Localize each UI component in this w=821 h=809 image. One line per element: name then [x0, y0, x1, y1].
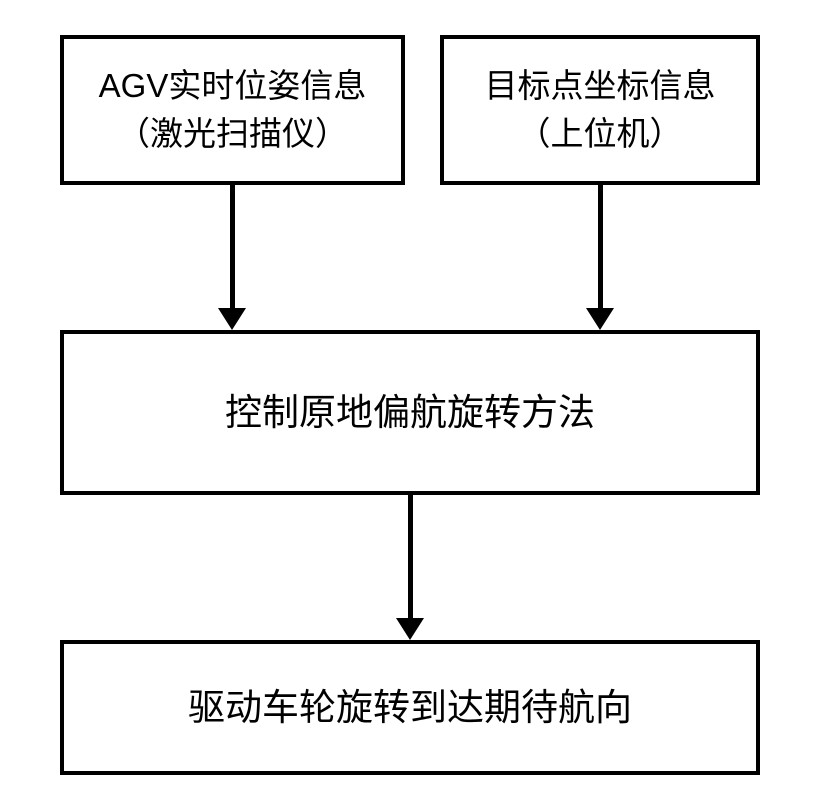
arrow-right-to-middle-line — [598, 185, 603, 310]
bottom-text: 驱动车轮旋转到达期待航向 — [188, 683, 632, 733]
input-box-target-coord: 目标点坐标信息 （上位机） — [440, 35, 760, 185]
input-left-line2: （激光扫描仪） — [117, 110, 348, 158]
input-box-agv-pose: AGV实时位姿信息 （激光扫描仪） — [60, 35, 405, 185]
process-box-yaw-control: 控制原地偏航旋转方法 — [60, 330, 760, 495]
arrow-middle-to-bottom-line — [408, 495, 413, 620]
middle-text: 控制原地偏航旋转方法 — [225, 388, 595, 438]
arrow-left-to-middle-head — [218, 308, 246, 330]
input-right-line1: 目标点坐标信息 — [485, 62, 716, 110]
input-right-line2: （上位机） — [518, 110, 683, 158]
arrow-right-to-middle-head — [586, 308, 614, 330]
arrow-left-to-middle-line — [230, 185, 235, 310]
output-box-wheel-drive: 驱动车轮旋转到达期待航向 — [60, 640, 760, 775]
arrow-middle-to-bottom-head — [396, 618, 424, 640]
input-left-line1: AGV实时位姿信息 — [99, 62, 367, 110]
